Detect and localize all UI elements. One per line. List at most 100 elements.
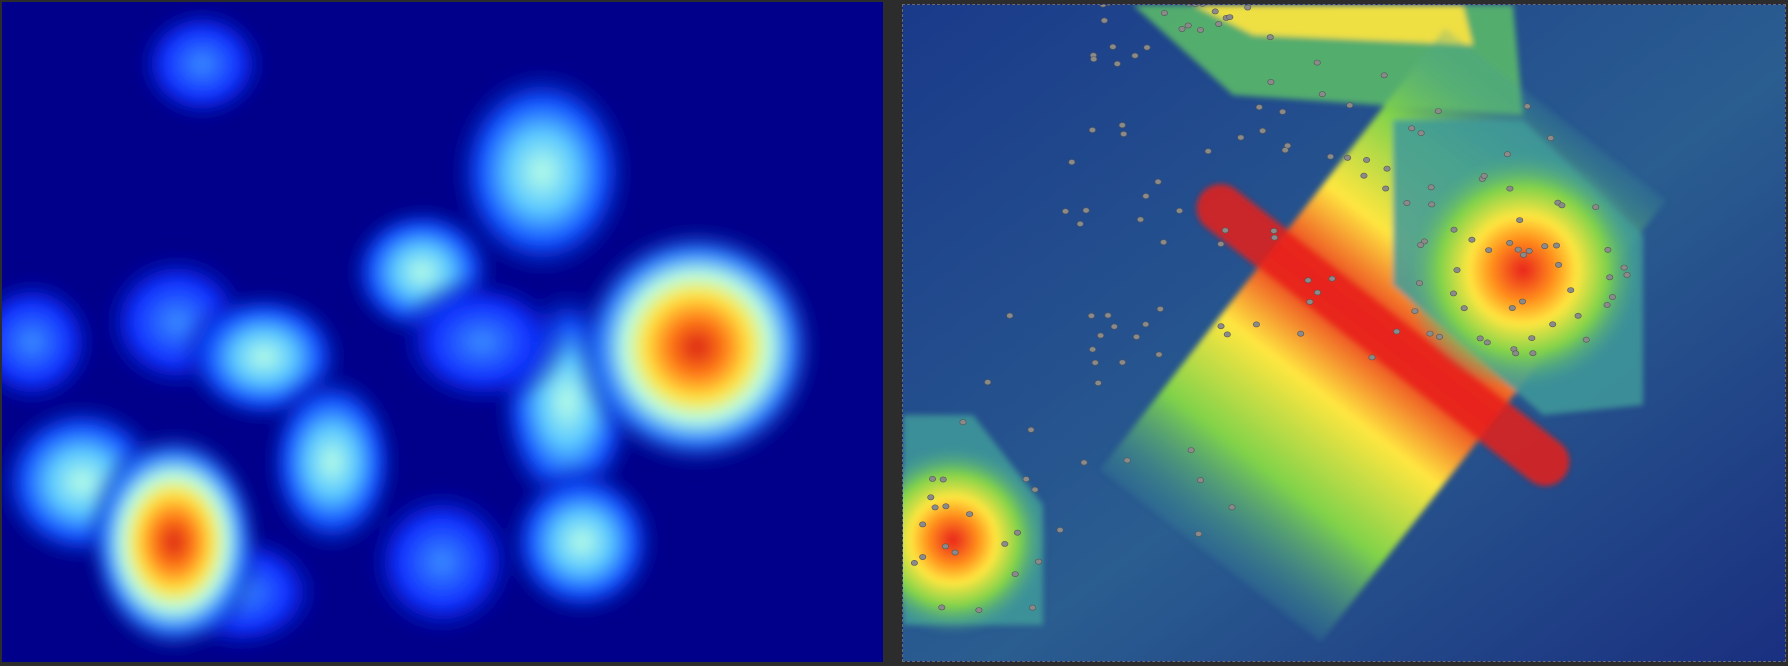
point-marker (1541, 243, 1549, 250)
point-marker (1427, 184, 1435, 191)
point-marker (1368, 354, 1376, 361)
point-marker (1080, 459, 1088, 466)
point-marker (1558, 202, 1566, 209)
point-marker (1178, 26, 1186, 32)
point-marker (1199, 5, 1206, 7)
point-marker (1228, 504, 1236, 511)
point-marker (1022, 476, 1030, 482)
point-marker (1100, 17, 1108, 24)
point-marker (1088, 127, 1096, 133)
point-marker (1031, 486, 1039, 493)
point-marker (1087, 312, 1095, 319)
point-marker (1255, 104, 1263, 111)
point-marker (1062, 208, 1070, 215)
point-marker (1434, 108, 1442, 114)
density-heatmap-panel (2, 2, 883, 662)
point-marker (1606, 274, 1614, 281)
point-marker (1549, 321, 1557, 328)
point-marker (1592, 204, 1600, 210)
point-marker (1582, 336, 1590, 343)
point-marker (1318, 91, 1326, 98)
point-marker (1099, 5, 1107, 8)
point-marker (1297, 330, 1305, 337)
point-marker (1175, 207, 1183, 214)
point-marker (1142, 193, 1150, 199)
point-marker (1204, 148, 1212, 155)
density-blob (2, 272, 102, 412)
point-marker (1363, 156, 1371, 163)
point-marker (941, 543, 949, 550)
overlay-heatmap (903, 5, 1785, 661)
point-marker (1142, 321, 1150, 328)
point-marker (1006, 312, 1014, 319)
point-marker (931, 504, 939, 511)
point-marker (1476, 335, 1484, 342)
point-marker (1555, 261, 1563, 268)
heat-band-top-core (1193, 5, 1473, 45)
point-marker (1279, 108, 1287, 115)
point-marker (1304, 277, 1312, 284)
point-marker (1313, 59, 1321, 66)
point-marker (1519, 251, 1527, 258)
point-marker (1091, 359, 1099, 366)
point-marker (1408, 125, 1416, 132)
point-marker (1453, 267, 1461, 273)
point-marker (1415, 280, 1423, 286)
point-marker (1131, 52, 1139, 59)
point-marker (1221, 227, 1229, 234)
point-marker (1195, 531, 1203, 537)
density-blob (447, 62, 637, 282)
point-marker (1156, 306, 1164, 312)
point-marker (1417, 130, 1425, 137)
point-marker (1426, 330, 1434, 337)
point-marker (1217, 323, 1225, 330)
point-marker (1326, 153, 1334, 160)
point-marker (959, 419, 967, 426)
point-marker (1313, 289, 1321, 296)
point-marker (928, 475, 936, 482)
point-marker (1460, 305, 1468, 312)
point-marker (910, 560, 918, 566)
point-marker (1192, 5, 1199, 7)
point-marker (1137, 216, 1145, 223)
point-marker (1270, 234, 1278, 241)
point-marker (1514, 246, 1522, 253)
density-blob (132, 2, 272, 126)
point-marker (1449, 290, 1457, 297)
point-marker (1160, 10, 1168, 16)
point-marker (1620, 264, 1628, 271)
point-marker (1118, 122, 1126, 129)
point-marker (984, 379, 992, 386)
point-marker (1082, 207, 1090, 214)
point-marker (1109, 43, 1117, 50)
heat-hotspot-left (903, 445, 1048, 635)
point-marker (1187, 447, 1195, 453)
point-marker (1604, 246, 1612, 253)
point-marker (1281, 147, 1289, 153)
point-marker (1306, 298, 1314, 305)
point-marker (1603, 301, 1611, 308)
point-marker (1518, 298, 1526, 305)
point-marker (1014, 529, 1022, 536)
point-markers (910, 5, 1631, 613)
point-marker (1089, 346, 1097, 353)
point-marker (1480, 172, 1488, 179)
point-marker (951, 549, 959, 556)
point-marker (1267, 79, 1275, 85)
point-marker (1076, 220, 1084, 227)
point-marker (1525, 247, 1533, 254)
point-marker (1270, 227, 1278, 234)
point-marker (1056, 527, 1064, 533)
point-marker (1503, 151, 1511, 158)
point-marker (1417, 242, 1425, 248)
point-marker (1094, 380, 1102, 386)
density-blob (362, 482, 522, 642)
overlay-heatmap-panel (902, 4, 1786, 662)
point-marker (1104, 312, 1112, 319)
point-marker (939, 476, 947, 483)
point-marker (1184, 22, 1192, 29)
point-marker (942, 503, 950, 510)
point-marker (1252, 321, 1260, 328)
point-marker (1259, 127, 1267, 134)
heat-band-diagonal-core (1196, 184, 1570, 486)
